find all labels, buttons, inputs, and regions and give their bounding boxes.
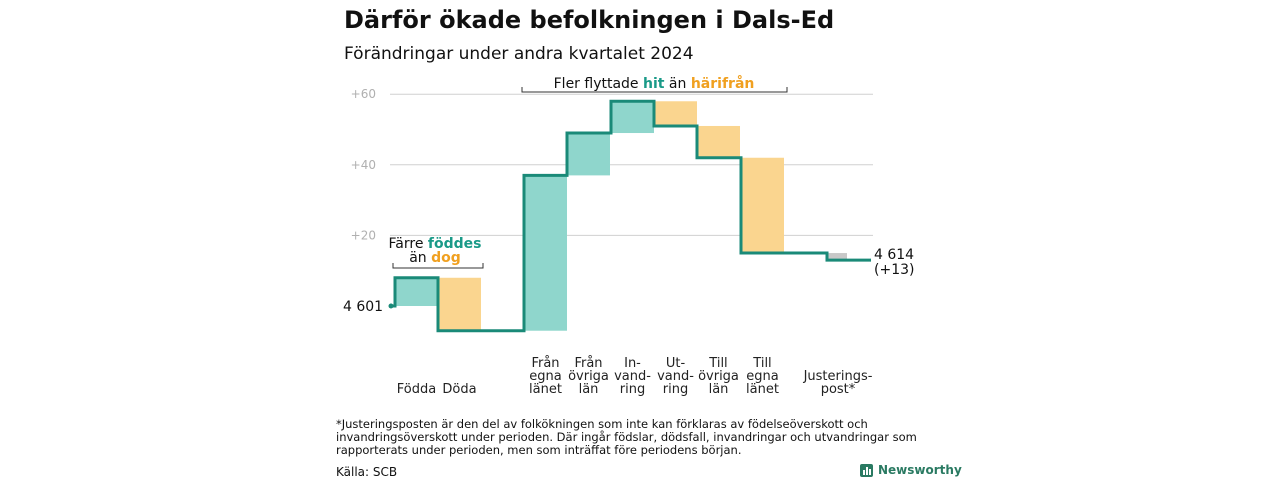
category-label-line: Ut-	[666, 356, 686, 371]
category-label: In-vand-ring	[614, 356, 651, 397]
step-line-layer	[388, 99, 871, 333]
category-label: Till övriga län	[698, 356, 739, 397]
category-label: Ut-vand-ring	[657, 356, 694, 397]
annotation-born: föddes	[428, 236, 482, 252]
bar	[827, 253, 847, 261]
migration-from-here: härifrån	[691, 75, 755, 92]
category-label-line: Till	[752, 356, 771, 371]
end-change-label: (+13)	[874, 262, 914, 278]
step-line	[390, 99, 871, 333]
category-label-line: vand-	[614, 369, 651, 384]
category-label: Till egna länet	[746, 356, 779, 397]
y-tick-label: +60	[351, 87, 376, 101]
source-label: Källa: SCB	[336, 465, 398, 479]
category-label-line: Från	[574, 356, 602, 371]
category-label-line: ring	[663, 382, 688, 397]
category-label-line: ring	[620, 382, 645, 397]
category-label: Från övriga län	[568, 356, 609, 397]
migration-annotation-text: Fler flyttade hit än härifrån	[554, 75, 755, 92]
category-label-line: In-	[624, 356, 641, 371]
annotation-than: än	[409, 250, 431, 266]
annotation-line1: Färre föddes	[389, 236, 482, 252]
brand-logo: Newsworthy	[860, 463, 962, 477]
migration-more-moved: Fler flyttade	[554, 76, 643, 92]
bar	[395, 277, 438, 306]
category-label-line: egna	[529, 369, 561, 384]
category-label-line: vand-	[657, 369, 694, 384]
bars	[395, 101, 847, 331]
gridlines	[390, 93, 873, 236]
category-label-line: övriga	[698, 369, 739, 384]
migration-here: hit	[643, 76, 665, 92]
annotation-line2: än dog	[409, 250, 461, 266]
chart-subtitle: Förändringar under andra kvartalet 2024	[344, 44, 694, 64]
category-label: Från egna länet	[529, 356, 562, 397]
category-label-line: Till	[708, 356, 727, 371]
y-tick-label: +20	[351, 228, 376, 242]
brand-name: Newsworthy	[878, 463, 962, 477]
bar	[697, 125, 740, 158]
category-label: Döda	[442, 382, 476, 397]
y-tick-labels: +60 +40 +20	[351, 87, 376, 242]
migration-than: än	[664, 76, 690, 92]
category-label-line: post*	[821, 382, 856, 397]
bar	[524, 175, 567, 331]
bar	[611, 101, 654, 134]
births-deaths-annotation: Färre föddes än dog	[389, 236, 484, 269]
category-label-line: Från	[531, 356, 559, 371]
category-label-line: länet	[746, 382, 779, 397]
category-label-line: övriga	[568, 369, 609, 384]
births-deaths-bracket	[392, 263, 484, 269]
end-value-label: 4 614	[874, 247, 914, 263]
start-value-label: 4 601	[343, 299, 383, 315]
migration-bracket	[521, 87, 788, 93]
category-label: Justerings-post*	[803, 369, 873, 397]
category-label-line: Justerings-	[803, 369, 873, 384]
category-label-line: egna	[746, 369, 778, 384]
footnote: *Justeringsposten är den del av folkökni…	[336, 417, 917, 457]
category-label-line: län	[579, 382, 599, 397]
category-label-line: Födda	[397, 382, 436, 397]
category-label: Födda	[397, 382, 436, 397]
migration-annotation: Fler flyttade hit än härifrån	[521, 75, 788, 93]
bar	[741, 157, 784, 254]
annotation-died: dog	[431, 250, 461, 266]
start-point	[388, 303, 394, 309]
newsworthy-icon	[860, 463, 873, 477]
category-label-line: län	[709, 382, 729, 397]
chart-title: Därför ökade befolkningen i Dals-Ed	[344, 6, 835, 34]
y-tick-label: +40	[351, 158, 376, 172]
category-label-line: länet	[529, 382, 562, 397]
bar	[567, 133, 610, 176]
bar	[438, 277, 481, 331]
annotation-fewer: Färre	[389, 236, 428, 252]
bar	[654, 101, 697, 126]
category-label-line: Döda	[442, 382, 476, 397]
